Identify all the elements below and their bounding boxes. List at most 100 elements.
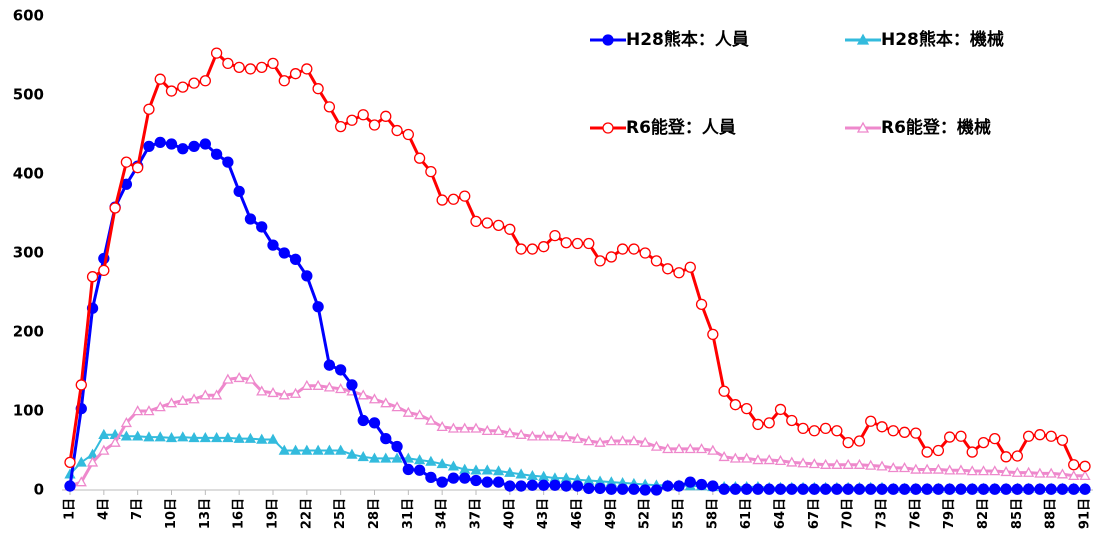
point [335, 364, 347, 376]
point [887, 425, 899, 437]
point [368, 393, 381, 404]
point [752, 483, 764, 495]
point [989, 483, 1001, 495]
point [695, 443, 708, 454]
point [64, 480, 76, 492]
point [808, 425, 820, 437]
legend-label: R6能登：機械 [881, 117, 991, 138]
point [470, 474, 482, 487]
point [177, 81, 189, 93]
point [335, 120, 347, 133]
point [538, 430, 550, 441]
point [210, 148, 223, 160]
point [628, 483, 640, 495]
y-tick-label: 400 [13, 165, 44, 183]
point [628, 243, 640, 255]
point [165, 397, 178, 408]
point [944, 431, 956, 443]
point [289, 444, 302, 455]
point [357, 414, 369, 427]
point [256, 221, 268, 233]
point [120, 417, 132, 428]
point [602, 34, 614, 46]
point [120, 430, 132, 441]
point [808, 458, 820, 469]
point [1079, 460, 1091, 472]
x-tick-label: 85日 [1010, 498, 1025, 529]
point [402, 452, 414, 463]
point [335, 383, 347, 394]
point [876, 421, 888, 433]
point [673, 443, 685, 454]
point [86, 456, 99, 467]
point [797, 422, 809, 435]
point [549, 430, 561, 441]
point [447, 422, 460, 433]
point [380, 110, 392, 122]
point [617, 435, 629, 446]
point [774, 483, 787, 495]
series-line [69, 376, 1085, 488]
point [413, 464, 426, 476]
point [199, 432, 211, 443]
x-tick-label: 61日 [739, 498, 754, 529]
point [447, 193, 460, 205]
point [1045, 467, 1057, 478]
point [222, 57, 234, 70]
point [752, 418, 764, 431]
point [549, 479, 561, 491]
point [143, 405, 155, 416]
point [402, 406, 414, 417]
point [932, 463, 944, 474]
point [695, 298, 708, 311]
point [380, 432, 392, 445]
point [856, 121, 870, 133]
point [222, 373, 234, 384]
point [86, 271, 99, 283]
point [233, 432, 245, 443]
point [605, 483, 617, 495]
point [165, 138, 178, 150]
point [808, 483, 820, 495]
point [177, 143, 189, 155]
series-line [68, 50, 1086, 468]
x-tick-label: 19日 [266, 498, 281, 529]
point [898, 426, 911, 438]
point [233, 61, 245, 73]
point [323, 101, 336, 113]
point [1011, 450, 1023, 462]
point [256, 433, 268, 444]
point [673, 480, 685, 492]
point [515, 480, 527, 492]
point [526, 430, 538, 441]
point [526, 479, 539, 491]
x-tick-label: 4日 [96, 498, 111, 520]
point [210, 47, 223, 59]
point [786, 414, 798, 427]
point [819, 422, 832, 435]
point [504, 480, 516, 492]
point [1000, 483, 1012, 495]
point [75, 476, 87, 487]
point [447, 460, 460, 471]
point [1023, 466, 1035, 477]
point [842, 483, 854, 495]
point [436, 476, 448, 488]
point [650, 255, 663, 267]
point [346, 448, 358, 459]
point [459, 190, 471, 202]
point [898, 483, 911, 495]
point [853, 458, 866, 469]
point [887, 462, 899, 473]
point [165, 432, 178, 443]
point [346, 114, 358, 126]
point [515, 468, 527, 479]
point [109, 202, 121, 214]
point [278, 444, 290, 455]
point [267, 433, 279, 444]
point [402, 463, 414, 476]
point [368, 417, 381, 429]
point [75, 379, 87, 391]
point [143, 103, 155, 115]
